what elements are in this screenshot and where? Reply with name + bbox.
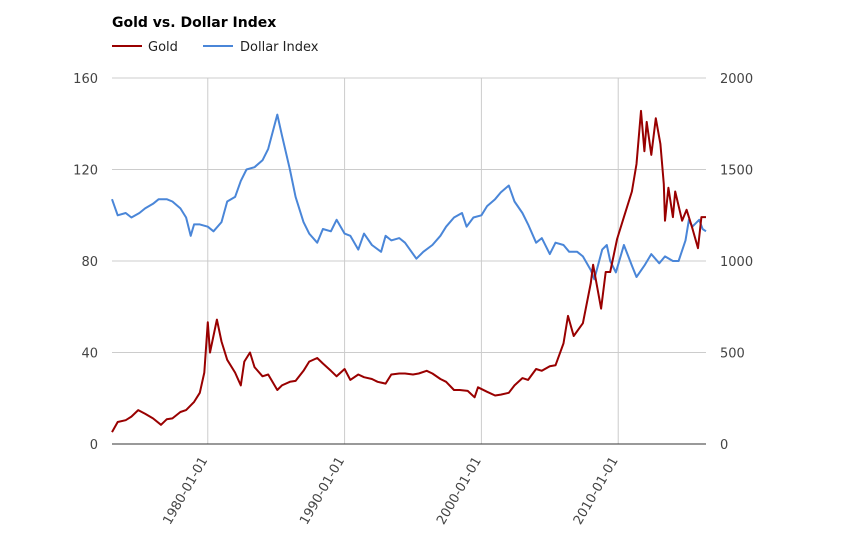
right-y-tick-label: 1000 [720, 255, 753, 270]
legend-item-gold[interactable]: Gold [112, 40, 178, 55]
x-tick-label: 1990-01-01 [297, 455, 348, 528]
right-y-tick-label: 500 [720, 347, 745, 362]
right-y-tick-label: 1500 [720, 164, 753, 179]
x-tick-label: 1980-01-01 [160, 455, 211, 528]
chart-title: Gold vs. Dollar Index [112, 15, 276, 31]
right-y-tick-label: 0 [720, 438, 728, 453]
series-lines [111, 109, 707, 433]
left-y-tick-label: 0 [90, 438, 98, 453]
x-tick-label: 2010-01-01 [571, 455, 622, 528]
series-line-dollar-index [111, 113, 707, 281]
left-y-tick-label: 40 [81, 347, 98, 362]
left-y-tick-label: 80 [81, 255, 98, 270]
legend-label-gold: Gold [148, 40, 178, 55]
legend: Gold Dollar Index [112, 40, 319, 55]
x-axis: 1980-01-01 1990-01-01 2000-01-01 2010-01-01 [160, 455, 621, 528]
legend-item-dollar-index[interactable]: Dollar Index [203, 40, 319, 55]
x-tick-label: 2000-01-01 [434, 455, 485, 528]
left-y-axis: 0 40 80 120 160 [73, 72, 98, 453]
right-y-tick-label: 2000 [720, 72, 753, 87]
series-line-gold [111, 109, 706, 433]
right-y-axis: 0 500 1000 1500 2000 [720, 72, 753, 453]
left-y-tick-label: 160 [73, 72, 98, 87]
legend-label-dollar-index: Dollar Index [240, 40, 319, 55]
left-y-tick-label: 120 [73, 164, 98, 179]
